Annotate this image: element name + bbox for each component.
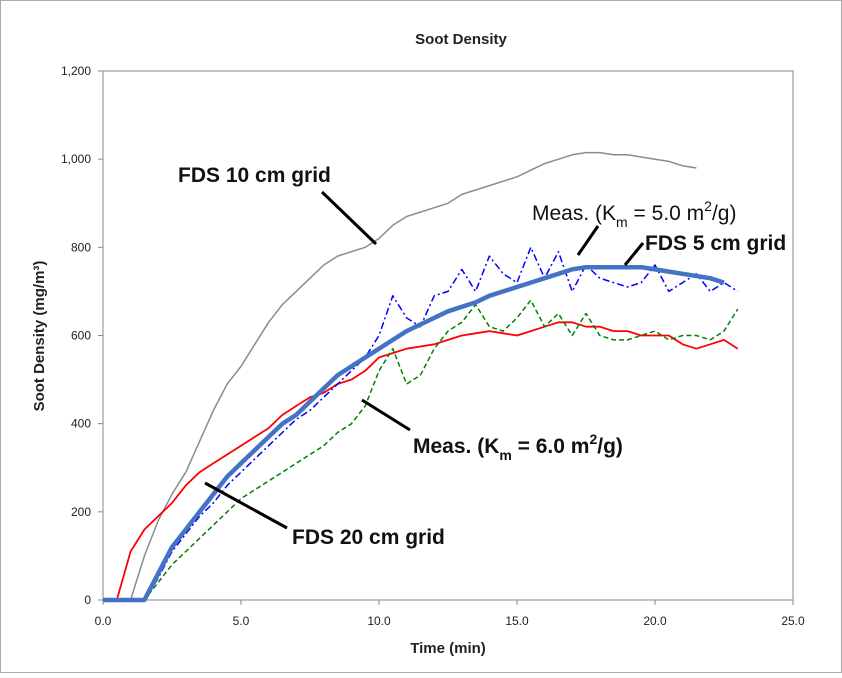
annotation-part: m (499, 447, 511, 463)
x-tick-label: 0.0 (95, 614, 112, 628)
series-line (103, 299, 739, 601)
x-tick-label: 10.0 (367, 614, 391, 628)
annotation-part: Meas. (K (532, 202, 616, 225)
annotation-part: = 6.0 m (512, 435, 590, 458)
annotation: Meas. (Km = 5.0 m2/g) (532, 198, 736, 230)
x-axis-label: Time (min) (410, 640, 486, 657)
arrow (204, 481, 288, 530)
annotation: FDS 5 cm grid (645, 232, 786, 255)
series-line (103, 321, 739, 601)
chart-title: Soot Density (415, 31, 507, 48)
annotations: FDS 10 cm grid Meas. (Km = 5.0 m2/g) FDS… (178, 164, 786, 549)
x-tick-label: 15.0 (505, 614, 529, 628)
annotation: FDS 20 cm grid (292, 526, 445, 549)
y-tick-label: 200 (71, 505, 91, 519)
annotation: FDS 10 cm grid (178, 164, 331, 187)
y-tick-label: 1,200 (61, 64, 91, 78)
annotation-arrows (204, 190, 645, 530)
annotation-part: 2 (704, 198, 712, 214)
series-line (103, 264, 725, 603)
y-axis-label: Soot Density (mg/m³) (31, 261, 48, 412)
annotation-part: /g) (712, 202, 737, 225)
annotation: Meas. (Km = 6.0 m2/g) (413, 431, 623, 463)
plot: 0 200 400 600 800 1,000 1,200 0.0 5.0 10.0 15.0 20.… (61, 64, 805, 628)
x-tick-label: 25.0 (781, 614, 805, 628)
arrow (320, 190, 378, 246)
y-tick-label: 800 (71, 240, 91, 254)
annotation-part: 2 (589, 431, 597, 447)
annotation-part: /g) (597, 435, 623, 458)
y-tick-label: 1,000 (61, 152, 91, 166)
arrow (576, 225, 600, 256)
x-tick-label: 20.0 (643, 614, 667, 628)
y-tick-label: 600 (71, 329, 91, 343)
annotation-part: Meas. (K (413, 435, 499, 458)
y-tick-label: 0 (84, 593, 91, 607)
arrow (361, 398, 411, 432)
arrow (623, 242, 645, 266)
y-tick-label: 400 (71, 417, 91, 431)
x-tick-label: 5.0 (233, 614, 250, 628)
annotation-part: m (616, 214, 628, 230)
series-line (103, 151, 697, 601)
annotation-part: = 5.0 m (628, 202, 704, 225)
